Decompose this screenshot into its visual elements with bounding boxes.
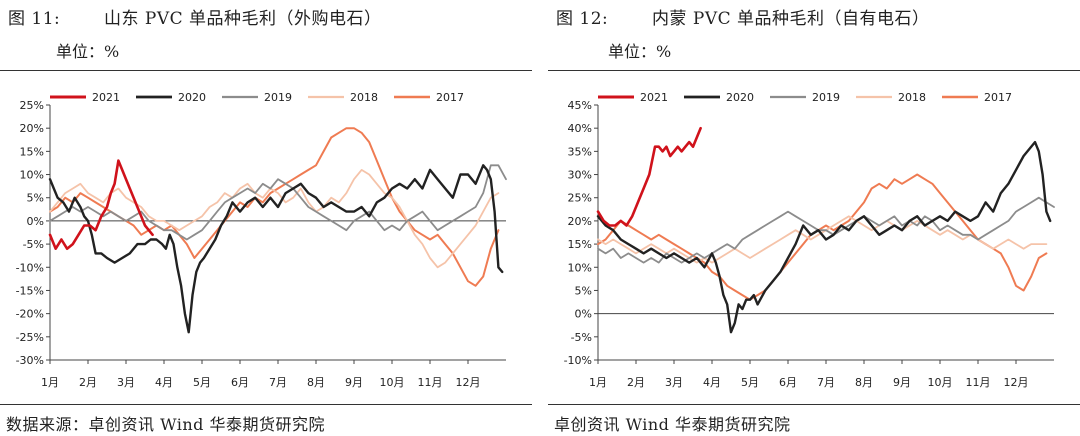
line-chart-neimeng: 2021 2020 2019 2018 2017 -10% -5% 0% 5% 10% 15% 20%… (564, 91, 1055, 389)
legend-item: 2020 (684, 91, 754, 104)
legend-label: 2020 (178, 91, 206, 104)
legend-item: 2017 (942, 91, 1012, 104)
y-tick-label: -10% (16, 261, 44, 274)
y-tick-label: 5% (27, 192, 44, 205)
y-tick-label: 45% (568, 99, 592, 112)
source-note: 数据来源：卓创资讯 Wind 华泰期货研究院 (6, 415, 326, 434)
legend-label: 2017 (436, 91, 464, 104)
series-line-2017 (597, 173, 1048, 301)
legend-item: 2020 (136, 91, 206, 104)
legend-label: 2021 (92, 91, 120, 104)
x-tick-label: 3月 (117, 376, 135, 389)
x-tick-label: 5月 (193, 376, 211, 389)
legend-item: 2021 (598, 91, 668, 104)
legend-item: 2017 (394, 91, 464, 104)
y-tick-label: 15% (20, 145, 44, 158)
x-tick-label: 9月 (345, 376, 363, 389)
series-line-2021 (596, 126, 702, 227)
figure-caption: 山东 PVC 单品种毛利（外购电石） (104, 9, 382, 29)
y-tick-label: 0% (27, 215, 44, 228)
y-tick-label: 25% (20, 99, 44, 112)
x-tick-label: 11月 (966, 376, 991, 389)
legend-item: 2019 (222, 91, 292, 104)
y-tick-label: -15% (16, 284, 44, 297)
x-tick-label: 5月 (741, 376, 759, 389)
unit-label: 单位：% (56, 42, 120, 61)
figure-title: 图 11: 山东 PVC 单品种毛利（外购电石） (8, 4, 382, 29)
x-tick-label: 1月 (41, 376, 59, 389)
x-tick-label: 12月 (456, 376, 481, 389)
x-tick-label: 2月 (79, 376, 97, 389)
x-tick-label: 4月 (703, 376, 721, 389)
y-tick-label: -5% (571, 331, 592, 344)
x-tick-label: 6月 (779, 376, 797, 389)
y-tick-label: -25% (16, 331, 44, 344)
series-line-2018 (49, 169, 500, 269)
figure-caption: 内蒙 PVC 单品种毛利（自有电石） (652, 9, 930, 29)
y-tick-label: 20% (568, 215, 592, 228)
x-tick-label: 8月 (307, 376, 325, 389)
x-tick-label: 3月 (665, 376, 683, 389)
source-note: 卓创资讯 Wind 华泰期货研究院 (554, 415, 791, 434)
x-tick-label: 7月 (817, 376, 835, 389)
series-line-2019 (597, 196, 1055, 264)
y-tick-label: -5% (23, 238, 44, 251)
left-figure-panel: 图 11: 山东 PVC 单品种毛利（外购电石） 单位：% 2021 2020 201… (0, 0, 532, 436)
y-tick-label: 25% (568, 192, 592, 205)
legend-label: 2017 (984, 91, 1012, 104)
legend-label: 2018 (898, 91, 926, 104)
bottom-rule (0, 404, 532, 405)
x-tick-label: 6月 (231, 376, 249, 389)
y-tick-label: -10% (564, 354, 592, 367)
y-tick-label: 10% (568, 261, 592, 274)
y-tick-label: 0% (575, 308, 592, 321)
figure-number: 图 12: (556, 9, 609, 29)
series-line-2020 (48, 164, 504, 334)
x-tick-label: 2月 (627, 376, 645, 389)
legend-item: 2018 (856, 91, 926, 104)
legend-label: 2020 (726, 91, 754, 104)
legend: 2021 2020 2019 2018 2017 (50, 91, 464, 104)
legend-label: 2021 (640, 91, 668, 104)
legend-item: 2019 (770, 91, 840, 104)
y-tick-label: 40% (568, 122, 592, 135)
y-tick-label: 10% (20, 169, 44, 182)
unit-label: 单位：% (608, 42, 672, 61)
top-rule (0, 70, 532, 71)
x-tick-label: 7月 (269, 376, 287, 389)
x-tick-label: 4月 (155, 376, 173, 389)
figure-title: 图 12: 内蒙 PVC 单品种毛利（自有电石） (556, 4, 930, 29)
y-tick-label: 30% (568, 169, 592, 182)
y-tick-label: -30% (16, 354, 44, 367)
x-tick-label: 10月 (928, 376, 953, 389)
y-tick-label: -20% (16, 308, 44, 321)
x-tick-label: 8月 (855, 376, 873, 389)
x-tick-label: 9月 (893, 376, 911, 389)
y-tick-label: 35% (568, 145, 592, 158)
y-tick-label: 15% (568, 238, 592, 251)
line-chart-shandong: 2021 2020 2019 2018 2017 -30% -25% -20% -15% -10%… (16, 91, 507, 389)
legend-item: 2018 (308, 91, 378, 104)
legend-item: 2021 (50, 91, 120, 104)
right-figure-panel: 图 12: 内蒙 PVC 单品种毛利（自有电石） 单位：% 2021 2020 201… (548, 0, 1080, 436)
series-line-2019 (49, 164, 507, 241)
series-line-2021 (48, 159, 154, 250)
y-tick-label: 5% (575, 284, 592, 297)
legend-label: 2018 (350, 91, 378, 104)
top-rule (548, 70, 1080, 71)
x-tick-label: 11月 (418, 376, 443, 389)
figure-number: 图 11: (8, 9, 61, 29)
x-tick-label: 10月 (380, 376, 405, 389)
x-tick-label: 12月 (1004, 376, 1029, 389)
legend-label: 2019 (264, 91, 292, 104)
bottom-rule (548, 404, 1080, 405)
legend-label: 2019 (812, 91, 840, 104)
x-tick-label: 1月 (589, 376, 607, 389)
legend: 2021 2020 2019 2018 2017 (598, 91, 1012, 104)
y-tick-label: 20% (20, 122, 44, 135)
series-line-2020 (596, 140, 1052, 334)
